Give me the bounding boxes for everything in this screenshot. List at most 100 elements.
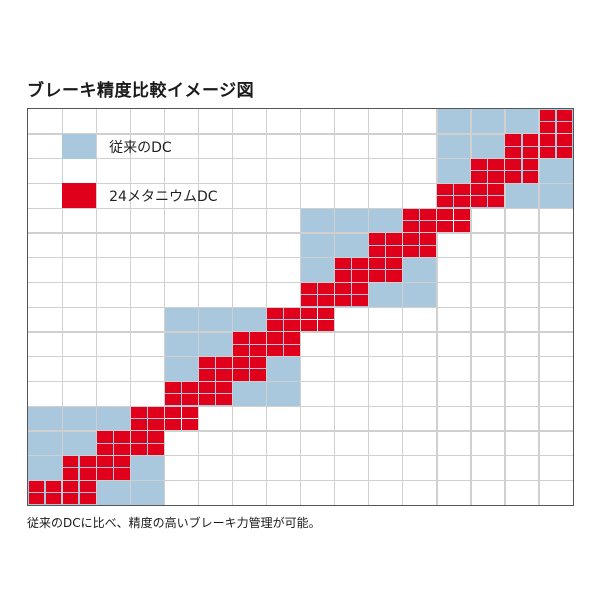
metanium-dc-cell bbox=[284, 344, 300, 356]
grid-line-horizontal bbox=[28, 232, 573, 234]
metanium-dc-cell bbox=[471, 171, 488, 183]
metanium-dc-cell bbox=[420, 245, 437, 257]
metanium-dc-cell bbox=[215, 357, 232, 369]
legend-label-conventional-dc: 従来のDC bbox=[109, 139, 172, 156]
metanium-dc-cell bbox=[522, 159, 539, 171]
metanium-dc-cell bbox=[96, 468, 113, 480]
metanium-dc-cell bbox=[164, 381, 181, 394]
metanium-dc-cell bbox=[96, 431, 113, 443]
metanium-dc-cell bbox=[403, 208, 420, 220]
metanium-dc-cell bbox=[471, 183, 488, 196]
metanium-dc-cell bbox=[79, 493, 96, 505]
metanium-dc-cell bbox=[181, 406, 198, 418]
diagram-title: ブレーキ精度比較イメージ図 bbox=[27, 81, 255, 101]
comparison-grid: 従来のDC 24メタニウムDC bbox=[27, 108, 574, 506]
metanium-dc-cell bbox=[454, 220, 471, 233]
metanium-dc-cell bbox=[522, 146, 539, 158]
metanium-dc-cell bbox=[386, 258, 403, 270]
metanium-dc-cell bbox=[505, 134, 522, 146]
metanium-dc-cell bbox=[318, 319, 334, 332]
metanium-dc-cell bbox=[250, 332, 266, 344]
grid-line-horizontal bbox=[28, 257, 573, 259]
metanium-dc-cell bbox=[437, 196, 454, 208]
metanium-dc-cell bbox=[386, 270, 403, 282]
metanium-dc-cell bbox=[181, 394, 198, 406]
metanium-dc-cell bbox=[79, 456, 96, 468]
metanium-dc-cell bbox=[232, 344, 249, 356]
metanium-dc-cell bbox=[147, 406, 164, 418]
metanium-dc-cell bbox=[488, 183, 505, 196]
metanium-dc-cell bbox=[232, 357, 249, 369]
grid-line-horizontal bbox=[28, 133, 573, 135]
metanium-dc-cell bbox=[79, 480, 96, 493]
grid-line-horizontal bbox=[28, 331, 573, 333]
metanium-dc-cell bbox=[164, 394, 181, 406]
metanium-dc-cell bbox=[130, 443, 147, 455]
metanium-dc-cell bbox=[488, 171, 505, 183]
metanium-dc-cell bbox=[62, 468, 79, 480]
grid-line-horizontal bbox=[28, 207, 573, 209]
metanium-dc-cell bbox=[488, 196, 505, 208]
caption: 従来のDCに比べ、精度の高いブレーキ力管理が可能。 bbox=[27, 516, 321, 530]
grid-line-horizontal bbox=[28, 306, 573, 308]
metanium-dc-cell bbox=[147, 418, 164, 431]
grid-line-horizontal bbox=[28, 380, 573, 383]
metanium-dc-cell bbox=[164, 418, 181, 431]
metanium-dc-cell bbox=[369, 233, 386, 245]
metanium-dc-cell bbox=[539, 146, 556, 158]
metanium-dc-cell bbox=[403, 245, 420, 257]
metanium-dc-cell bbox=[505, 146, 522, 158]
metanium-dc-cell bbox=[301, 319, 317, 332]
metanium-dc-cell bbox=[198, 357, 215, 369]
metanium-dc-cell bbox=[454, 183, 471, 196]
metanium-dc-cell bbox=[130, 431, 147, 443]
metanium-dc-cell bbox=[215, 394, 232, 406]
metanium-dc-cell bbox=[369, 270, 386, 282]
metanium-dc-cell bbox=[539, 109, 556, 121]
metanium-dc-cell bbox=[301, 307, 317, 319]
metanium-dc-cell bbox=[488, 159, 505, 171]
metanium-dc-cell bbox=[215, 381, 232, 394]
metanium-dc-cell bbox=[420, 208, 437, 220]
metanium-dc-cell bbox=[318, 282, 334, 295]
metanium-dc-cell bbox=[454, 196, 471, 208]
metanium-dc-cell bbox=[232, 332, 249, 344]
metanium-dc-cell bbox=[96, 443, 113, 455]
metanium-dc-cell bbox=[420, 233, 437, 245]
metanium-dc-cell bbox=[113, 443, 130, 455]
metanium-dc-cell bbox=[318, 307, 334, 319]
metanium-dc-cell bbox=[352, 282, 369, 295]
metanium-dc-cell bbox=[147, 431, 164, 443]
metanium-dc-cell bbox=[386, 233, 403, 245]
grid-line-horizontal bbox=[28, 479, 573, 482]
metanium-dc-cell bbox=[556, 121, 573, 134]
metanium-dc-cell bbox=[181, 381, 198, 394]
metanium-dc-cell bbox=[250, 344, 266, 356]
metanium-dc-cell bbox=[556, 109, 573, 121]
metanium-dc-cell bbox=[369, 258, 386, 270]
metanium-dc-cell bbox=[164, 406, 181, 418]
metanium-dc-cell bbox=[352, 258, 369, 270]
metanium-dc-cell bbox=[335, 258, 351, 270]
metanium-dc-cell bbox=[352, 295, 369, 307]
metanium-dc-cell bbox=[454, 208, 471, 220]
metanium-dc-cell bbox=[505, 171, 522, 183]
metanium-dc-cell bbox=[556, 134, 573, 146]
metanium-dc-cell bbox=[267, 319, 283, 332]
metanium-dc-cell bbox=[62, 480, 79, 493]
metanium-dc-cell bbox=[215, 369, 232, 381]
metanium-dc-cell bbox=[522, 171, 539, 183]
metanium-dc-cell bbox=[301, 282, 317, 295]
metanium-dc-cell bbox=[471, 159, 488, 171]
metanium-dc-cell bbox=[147, 443, 164, 455]
metanium-dc-cell bbox=[130, 418, 147, 431]
grid-line-horizontal bbox=[28, 455, 573, 457]
metanium-dc-cell bbox=[181, 418, 198, 431]
metanium-dc-cell bbox=[198, 394, 215, 406]
metanium-dc-cell bbox=[45, 480, 62, 493]
metanium-dc-cell bbox=[437, 208, 454, 220]
metanium-dc-cell bbox=[369, 245, 386, 257]
grid-line-horizontal bbox=[28, 356, 573, 358]
legend-label-metanium-dc: 24メタニウムDC bbox=[109, 189, 218, 206]
metanium-dc-cell bbox=[335, 295, 351, 307]
